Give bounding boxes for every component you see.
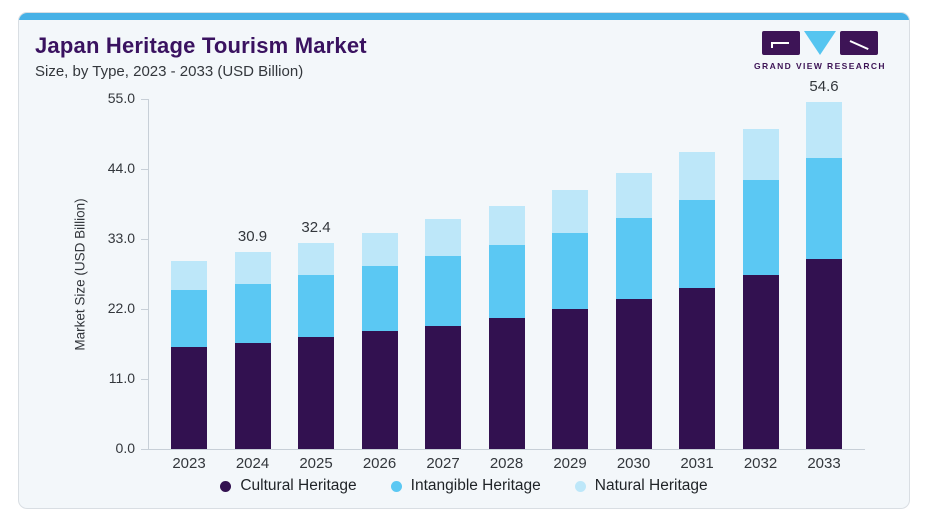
bar-2028: [488, 205, 525, 449]
bar-total-label-2033: 54.6: [809, 77, 839, 95]
x-axis-label-2031: 2031: [680, 455, 714, 472]
gvr-logo-r-mark: [849, 40, 869, 51]
bar-segment-intangible-2023: [171, 289, 207, 348]
bar-segment-cultural-2031: [679, 288, 715, 449]
bar-segment-natural-2025: [298, 242, 334, 275]
bar-segment-natural-2032: [742, 128, 779, 180]
bar-2023: [171, 260, 207, 449]
legend-dot-icon: [390, 480, 402, 492]
stacked-bar-plot: 0.0 11.0 22.0 33.0 44.0 55.0 2023 30.9 2024 32.4 2…: [108, 78, 865, 472]
y-axis-tick-mark: [141, 98, 148, 100]
y-axis-tick-label: 55.0: [107, 90, 135, 106]
bar-segment-natural-2024: [234, 252, 271, 284]
y-axis-tick-label: 0.0: [115, 440, 135, 456]
x-axis-label-2025: 2025: [299, 455, 333, 472]
bar-2033: [806, 101, 842, 449]
bar-segment-natural-2029: [552, 190, 588, 233]
bar-2029: [552, 190, 588, 449]
legend-item: Intangible Heritage: [390, 477, 541, 495]
y-axis-tick-mark: [141, 168, 148, 170]
bar-segment-cultural-2027: [425, 325, 461, 449]
x-axis-label-2029: 2029: [553, 455, 587, 472]
bar-total-label-2025: 32.4: [301, 218, 331, 236]
legend-label: Intangible Heritage: [410, 477, 541, 494]
bar-2032: [742, 128, 779, 449]
y-axis-tick-mark: [141, 448, 148, 450]
x-axis-label-2030: 2030: [616, 455, 651, 472]
page-title: Japan Heritage Tourism Market: [35, 33, 367, 58]
bar-segment-intangible-2032: [742, 179, 779, 276]
bar-segment-cultural-2029: [552, 309, 588, 449]
chart-legend: Cultural Heritage Intangible Heritage Natu…: [19, 477, 909, 495]
x-axis-label-2026: 2026: [362, 455, 397, 472]
x-axis-label-2028: 2028: [489, 455, 524, 472]
legend-dot-icon: [574, 480, 586, 492]
legend-dot-icon: [220, 480, 232, 492]
x-axis-label-2024: 2024: [235, 455, 270, 472]
legend-label: Cultural Heritage: [240, 477, 357, 494]
bar-segment-natural-2027: [425, 219, 461, 257]
gvr-logo-r-block: [840, 31, 878, 55]
bar-segment-intangible-2029: [552, 232, 588, 309]
bar-segment-cultural-2032: [742, 275, 779, 449]
bar-segment-intangible-2031: [679, 200, 715, 288]
gvr-logo-g-block: [762, 31, 800, 55]
bar-segment-intangible-2024: [234, 283, 271, 344]
bar-segment-intangible-2030: [615, 218, 652, 299]
bar-segment-cultural-2030: [615, 298, 652, 449]
bar-segment-natural-2026: [361, 232, 398, 267]
bar-segment-cultural-2033: [806, 258, 842, 449]
bar-2024: [234, 252, 271, 449]
bar-segment-natural-2031: [679, 152, 715, 201]
y-axis-tick-mark: [141, 378, 148, 380]
bar-segment-natural-2033: [806, 101, 842, 158]
x-axis-label-2032: 2032: [743, 455, 778, 472]
grand-view-research-logo: GRAND VIEW RESEARCH: [753, 31, 887, 71]
x-axis-label-2027: 2027: [426, 455, 460, 472]
gvr-logo-v-triangle: [804, 31, 836, 55]
y-axis-tick-mark: [141, 308, 148, 310]
bar-segment-intangible-2025: [298, 274, 334, 337]
y-axis-title: Market Size (USD Billion): [71, 99, 89, 449]
page-subtitle: Size, by Type, 2023 - 2033 (USD Billion): [35, 63, 304, 80]
gvr-logo-shapes: [753, 31, 887, 57]
y-axis-tick-label: 22.0: [107, 300, 135, 316]
bar-segment-cultural-2026: [361, 330, 398, 449]
bar-segment-cultural-2028: [488, 317, 525, 449]
bar-segment-cultural-2025: [298, 337, 334, 449]
x-axis-label-2023: 2023: [172, 455, 206, 472]
bar-2030: [615, 172, 652, 449]
y-axis-tick-label: 33.0: [107, 230, 135, 246]
x-axis-label-2033: 2033: [807, 455, 841, 472]
gvr-logo-text: GRAND VIEW RESEARCH: [754, 61, 886, 71]
chart-card: Japan Heritage Tourism Market Size, by T…: [18, 12, 910, 509]
y-axis-title-text: Market Size (USD Billion): [72, 197, 88, 351]
bar-segment-natural-2030: [615, 172, 652, 219]
legend-item: Natural Heritage: [574, 477, 708, 495]
bar-2031: [679, 152, 715, 449]
bar-2026: [361, 232, 398, 449]
bar-total-label-2024: 30.9: [237, 228, 268, 246]
bar-segment-natural-2023: [171, 260, 207, 290]
y-axis-tick-mark: [141, 238, 148, 240]
y-axis-tick-label: 44.0: [107, 160, 135, 176]
bar-segment-intangible-2033: [806, 157, 842, 259]
bar-segment-natural-2028: [488, 205, 525, 245]
bar-2027: [425, 219, 461, 449]
bar-2025: [298, 242, 334, 449]
bar-segment-intangible-2028: [488, 244, 525, 318]
bar-segment-intangible-2027: [425, 256, 461, 326]
bar-segment-cultural-2024: [234, 343, 271, 449]
top-accent-bar: [19, 13, 909, 20]
bar-segment-intangible-2026: [361, 266, 398, 331]
gvr-logo-g-mark: [771, 42, 789, 44]
y-axis-tick-label: 11.0: [108, 370, 135, 386]
legend-label: Natural Heritage: [594, 477, 708, 494]
legend-item: Cultural Heritage: [220, 477, 357, 495]
gvr-logo-g-mark-2: [771, 42, 773, 48]
bar-segment-cultural-2023: [171, 347, 207, 449]
